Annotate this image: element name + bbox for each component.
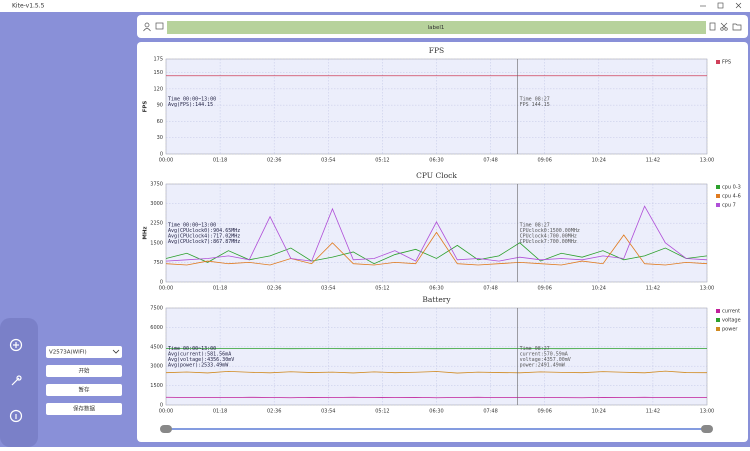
x-tick-label: 00:00 bbox=[159, 158, 173, 164]
legend-label: power bbox=[722, 327, 738, 333]
x-tick-label: 10:24 bbox=[592, 286, 606, 292]
y-tick-label: 3000 bbox=[150, 201, 163, 207]
title-bar bbox=[0, 0, 750, 12]
x-tick-label: 13:00 bbox=[700, 286, 714, 292]
y-tick-label: 7500 bbox=[150, 306, 163, 312]
sidebar-button-label: 保存数据 bbox=[73, 405, 96, 413]
x-tick-label: 05:12 bbox=[375, 409, 389, 415]
legend-swatch bbox=[716, 194, 720, 198]
x-tick-label: 13:00 bbox=[700, 409, 714, 415]
plot-area bbox=[166, 59, 707, 154]
x-tick-label: 01:18 bbox=[213, 286, 227, 292]
y-tick-label: 60 bbox=[157, 119, 163, 125]
y-axis-label: MHz bbox=[143, 226, 149, 239]
legend-label: cpu 0-3 bbox=[722, 185, 741, 191]
y-tick-label: 150 bbox=[153, 70, 163, 76]
x-tick-label: 10:24 bbox=[592, 409, 606, 415]
y-tick-label: 30 bbox=[157, 135, 163, 141]
scrollbar-handle-left[interactable] bbox=[160, 425, 172, 433]
legend-swatch bbox=[716, 203, 720, 207]
x-tick-label: 11:42 bbox=[646, 286, 660, 292]
x-tick-label: 00:00 bbox=[159, 286, 173, 292]
legend-label: cpu 7 bbox=[722, 203, 736, 209]
cursor-annotation: power:2491.49mW bbox=[520, 363, 566, 369]
legend-label: cpu 4-6 bbox=[722, 194, 741, 200]
x-tick-label: 02:36 bbox=[267, 158, 281, 164]
x-tick-label: 03:54 bbox=[321, 409, 335, 415]
x-tick-label: 07:48 bbox=[483, 158, 497, 164]
x-tick-label: 06:30 bbox=[429, 286, 443, 292]
x-tick-label: 07:48 bbox=[483, 286, 497, 292]
summary-annotation: Avg(FPS):144.15 bbox=[168, 102, 213, 108]
y-tick-label: 4500 bbox=[150, 344, 163, 350]
window-title: Kite-v1.5.5 bbox=[12, 3, 45, 10]
x-tick-label: 01:18 bbox=[213, 409, 227, 415]
cursor-annotation: CPUclock7:700.00MHz bbox=[520, 239, 577, 245]
legend-label: current bbox=[722, 309, 740, 315]
legend-label: FPS bbox=[722, 60, 731, 66]
y-tick-label: 120 bbox=[153, 86, 163, 92]
sidebar-button-label: 开始 bbox=[78, 367, 90, 375]
x-tick-label: 06:30 bbox=[429, 158, 443, 164]
y-tick-label: 90 bbox=[157, 103, 163, 109]
y-axis-label: FPS bbox=[143, 101, 149, 113]
legend-swatch bbox=[716, 185, 720, 189]
x-tick-label: 11:42 bbox=[646, 158, 660, 164]
x-tick-label: 05:12 bbox=[375, 158, 389, 164]
chart-title: FPS bbox=[429, 46, 444, 55]
nav-panel bbox=[0, 318, 38, 447]
y-tick-label: 3750 bbox=[150, 182, 163, 188]
x-tick-label: 11:42 bbox=[646, 409, 660, 415]
y-tick-label: 175 bbox=[153, 57, 163, 63]
chart-title: Battery bbox=[422, 295, 451, 304]
legend-label: voltage bbox=[722, 318, 741, 324]
chart-title: CPU Clock bbox=[416, 171, 457, 180]
legend-swatch bbox=[716, 60, 720, 64]
toolbar-label: label1 bbox=[428, 25, 445, 31]
x-tick-label: 03:54 bbox=[321, 286, 335, 292]
x-tick-label: 09:06 bbox=[537, 286, 551, 292]
cursor-annotation: FPS 144.15 bbox=[520, 102, 550, 108]
sidebar-button-label: 暂存 bbox=[78, 386, 90, 394]
x-tick-label: 07:48 bbox=[483, 409, 497, 415]
x-tick-label: 03:54 bbox=[321, 158, 335, 164]
x-tick-label: 02:36 bbox=[267, 409, 281, 415]
x-tick-label: 02:36 bbox=[267, 286, 281, 292]
y-tick-label: 750 bbox=[153, 260, 163, 266]
x-tick-label: 10:24 bbox=[592, 158, 606, 164]
x-tick-label: 01:18 bbox=[213, 158, 227, 164]
legend-swatch bbox=[716, 309, 720, 313]
y-tick-label: 1500 bbox=[150, 240, 163, 246]
legend-swatch bbox=[716, 327, 720, 331]
x-tick-label: 06:30 bbox=[429, 409, 443, 415]
legend-swatch bbox=[716, 318, 720, 322]
x-tick-label: 05:12 bbox=[375, 286, 389, 292]
x-tick-label: 09:06 bbox=[537, 158, 551, 164]
summary-annotation: Avg(CPUclock7):867.87MHz bbox=[168, 239, 240, 245]
y-tick-label: 6000 bbox=[150, 325, 163, 331]
y-tick-label: 3000 bbox=[150, 364, 163, 370]
x-tick-label: 09:06 bbox=[537, 409, 551, 415]
device-name: V2573A(WIFI) bbox=[49, 350, 87, 356]
scrollbar-handle-right[interactable] bbox=[701, 425, 713, 433]
summary-annotation: Avg(power):2533.49mW bbox=[168, 363, 229, 369]
x-tick-label: 13:00 bbox=[700, 158, 714, 164]
x-tick-label: 00:00 bbox=[159, 409, 173, 415]
y-tick-label: 2250 bbox=[150, 221, 163, 227]
y-tick-label: 1500 bbox=[150, 383, 163, 389]
